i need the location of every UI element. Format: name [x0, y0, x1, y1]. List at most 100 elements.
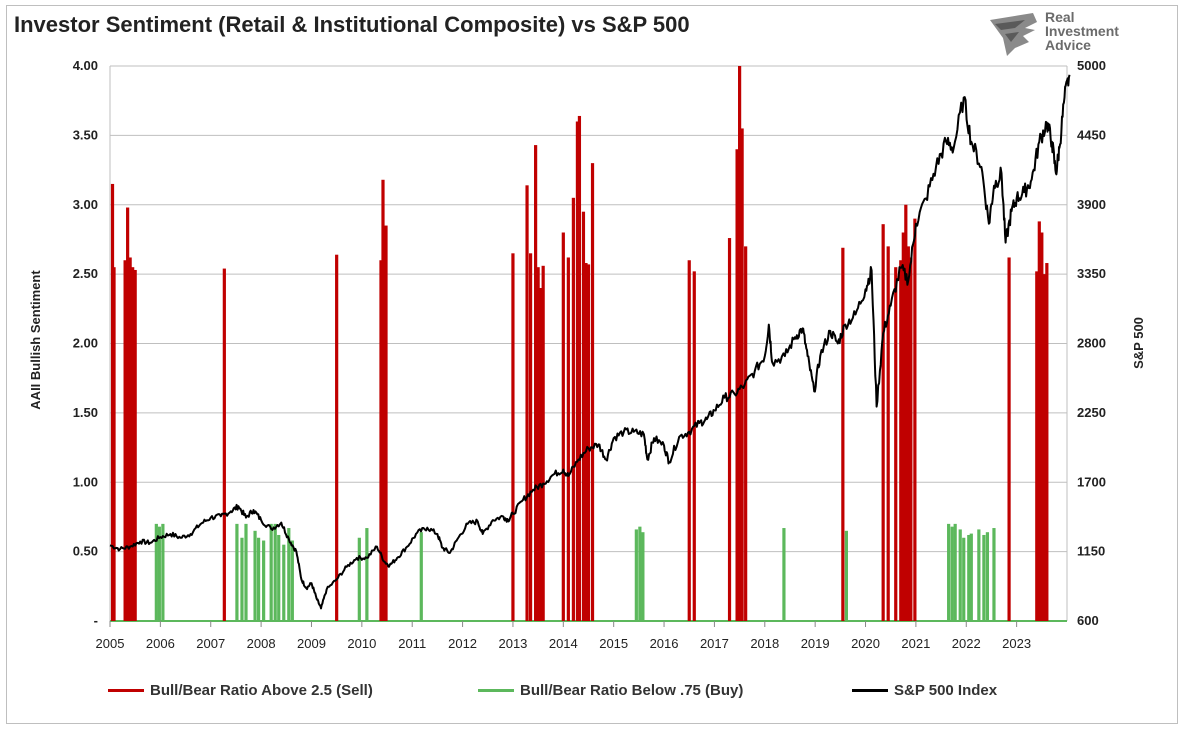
- buy-bar: [290, 540, 294, 621]
- x-tick-label: 2007: [196, 636, 225, 651]
- logo: [985, 8, 1145, 58]
- buy-bar: [782, 528, 786, 621]
- x-tick-label: 2019: [801, 636, 830, 651]
- sell-bar: [584, 263, 588, 621]
- y-tick-label: 3.00: [73, 197, 98, 212]
- sell-bar: [727, 238, 732, 622]
- buy-bar: [277, 534, 281, 621]
- sell-bar: [913, 218, 917, 621]
- x-tick-label: 2005: [96, 636, 125, 651]
- sell-bar: [1007, 257, 1011, 621]
- sell-bar: [575, 121, 580, 621]
- y2-tick-label: 1150: [1077, 544, 1105, 559]
- buy-bar: [977, 529, 981, 621]
- legend-item-buy: Bull/Bear Ratio Below .75 (Buy): [478, 682, 743, 699]
- sell-bar: [901, 232, 905, 621]
- sell-bar: [744, 246, 748, 621]
- buy-bar: [157, 526, 161, 621]
- sell-bar: [906, 246, 910, 621]
- sell-bar: [881, 224, 885, 622]
- buy-bar: [419, 532, 423, 621]
- y2-tick-label: 4450: [1077, 127, 1106, 142]
- y2-axis-title: S&P 500: [1131, 317, 1146, 369]
- y2-tick-label: 3900: [1077, 197, 1106, 212]
- y2-tick-label: 2250: [1077, 405, 1106, 420]
- y-tick-label: 3.50: [73, 127, 98, 142]
- buy-bar: [953, 523, 957, 621]
- y2-tick-label: 5000: [1077, 58, 1106, 73]
- sell-bar: [335, 254, 339, 621]
- buy-bars: [110, 523, 1067, 622]
- sell-bar: [384, 225, 388, 621]
- buy-bar: [985, 532, 990, 621]
- sell-bar: [561, 232, 565, 621]
- buy-bar: [982, 534, 986, 621]
- buy-bar: [282, 544, 286, 621]
- sell-bar: [1045, 263, 1049, 621]
- x-tick-label: 2018: [750, 636, 779, 651]
- y-tick-label: 2.00: [73, 336, 98, 351]
- sell-bar: [525, 185, 529, 621]
- sell-bars: [110, 66, 1049, 622]
- x-tick-label: 2011: [398, 636, 426, 651]
- y2-tick-label: 3350: [1077, 266, 1106, 281]
- sell-bar: [112, 267, 116, 621]
- axes: - 0.50 1.00 1.50 2.00 2.50 3.00 3.50 4.00 600 1150…: [73, 58, 1106, 651]
- sell-bar: [1042, 274, 1046, 621]
- sell-bar: [381, 179, 385, 621]
- buy-bar: [240, 537, 244, 621]
- sell-bar: [1037, 221, 1041, 621]
- buy-bar: [262, 540, 266, 621]
- buy-bar: [256, 537, 261, 621]
- y-tick-label: 0.50: [73, 544, 98, 559]
- sell-bar: [126, 207, 130, 621]
- sell-bar: [841, 247, 845, 621]
- logo-line-2: Investment: [1045, 23, 1119, 39]
- sell-bar: [692, 271, 696, 621]
- x-tick-label: 2013: [498, 636, 527, 651]
- buy-bar: [641, 532, 645, 621]
- sell-bar: [577, 115, 582, 621]
- sell-bar: [687, 260, 691, 621]
- buy-bar: [950, 526, 954, 621]
- x-tick-label: 2008: [247, 636, 276, 651]
- y-tick-label: -: [94, 613, 98, 628]
- y2-tick-label: 2800: [1077, 336, 1106, 351]
- legend-swatch-sell: [108, 689, 144, 692]
- legend-label-spx: S&P 500 Index: [894, 682, 998, 699]
- sell-bar: [586, 264, 591, 621]
- buy-bar: [962, 537, 966, 621]
- legend-label-sell: Bull/Bear Ratio Above 2.5 (Sell): [150, 682, 373, 699]
- buy-bar: [967, 534, 971, 621]
- buy-bar: [634, 529, 638, 621]
- legend-label-buy: Bull/Bear Ratio Below .75 (Buy): [520, 682, 744, 699]
- sell-bar: [511, 253, 515, 621]
- sell-bar: [539, 288, 543, 621]
- y-tick-label: 1.00: [73, 474, 98, 489]
- sell-bar: [894, 267, 898, 621]
- buy-bar: [161, 523, 165, 621]
- sell-bar: [536, 267, 540, 621]
- legend-item-sell: Bull/Bear Ratio Above 2.5 (Sell): [108, 682, 373, 699]
- sell-bar: [1035, 271, 1039, 621]
- x-tick-label: 2015: [599, 636, 628, 651]
- x-tick-label: 2006: [146, 636, 175, 651]
- buy-bar: [235, 523, 239, 621]
- sell-bar: [541, 265, 545, 621]
- sell-bar: [571, 197, 575, 621]
- sell-bar: [566, 257, 570, 621]
- sell-bar: [528, 253, 533, 621]
- x-tick-label: 2016: [650, 636, 679, 651]
- buy-bar: [154, 523, 158, 621]
- sell-bar: [128, 257, 132, 621]
- buy-bar: [253, 530, 257, 621]
- buy-bar: [287, 528, 291, 621]
- spx-line: [109, 74, 1071, 610]
- buy-bar: [958, 529, 962, 621]
- logo-text: Real Investment Advice: [1045, 10, 1119, 52]
- sell-bar: [886, 246, 890, 621]
- y-tick-label: 2.50: [73, 266, 98, 281]
- legend: Bull/Bear Ratio Above 2.5 (Sell) Bull/Be…: [0, 682, 1185, 706]
- x-tick-label: 2009: [297, 636, 326, 651]
- chart-title: Investor Sentiment (Retail & Institution…: [14, 12, 690, 37]
